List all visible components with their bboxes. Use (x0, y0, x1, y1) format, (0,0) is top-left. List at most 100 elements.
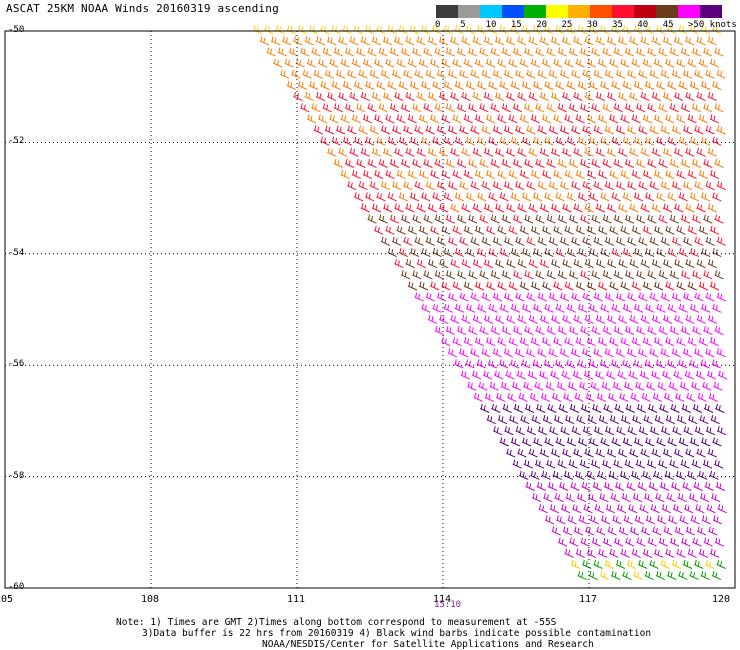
wind-barb (414, 69, 424, 79)
wind-barb (553, 281, 563, 291)
wind-barb (425, 236, 435, 246)
wind-barb (427, 36, 438, 46)
wind-barb (470, 292, 480, 302)
wind-barb (342, 136, 353, 146)
wind-barb (607, 392, 618, 402)
wind-barb (635, 158, 646, 168)
wind-barb (528, 147, 538, 157)
wind-barb (688, 493, 699, 503)
wind-barb (429, 170, 440, 180)
wind-barb (561, 92, 572, 102)
wind-barb (385, 225, 395, 235)
wind-barb (560, 504, 571, 514)
wind-barb (275, 25, 285, 35)
wind-barb (447, 348, 458, 358)
wind-barb (550, 92, 561, 102)
wind-barb (581, 348, 592, 358)
wind-barb (436, 181, 447, 191)
wind-barb (488, 192, 498, 202)
wind-barb (557, 47, 567, 57)
wind-barb (382, 203, 393, 213)
wind-barb (425, 292, 436, 302)
wind-barb (599, 571, 610, 581)
wind-barb (423, 47, 433, 57)
wind-barb (689, 571, 699, 581)
wind-barb (706, 370, 717, 380)
wind-barb (331, 80, 341, 90)
wind-barb (537, 69, 547, 79)
wind-barb (606, 147, 617, 157)
wind-barb (631, 58, 641, 68)
wind-barb (389, 103, 400, 113)
wind-barb (678, 80, 688, 90)
wind-barb (703, 537, 713, 547)
wind-barb (505, 448, 516, 458)
wind-barb (508, 114, 518, 124)
wind-barb (362, 114, 373, 124)
wind-barb (633, 248, 644, 258)
wind-barb (610, 571, 621, 581)
wind-barb (683, 504, 694, 514)
wind-barb (570, 125, 581, 135)
wind-barb (429, 58, 440, 68)
wind-barb (681, 403, 691, 413)
wind-barb (293, 36, 303, 46)
wind-barb (600, 437, 610, 447)
wind-barb (631, 281, 641, 291)
wind-barb (677, 493, 687, 503)
wind-barb (313, 69, 323, 79)
wind-barb (468, 326, 478, 336)
wind-barb (443, 25, 453, 35)
wind-barb (712, 303, 722, 313)
wind-barb (596, 526, 606, 536)
wind-barb (346, 69, 357, 79)
wind-barb (682, 481, 692, 491)
wind-barb (653, 225, 664, 235)
wind-barb (644, 571, 654, 581)
wind-barb (640, 526, 651, 536)
wind-barb (577, 25, 588, 35)
wind-barb (631, 170, 641, 180)
wind-barb (568, 459, 578, 469)
wind-barb (668, 381, 678, 391)
wind-barb (631, 225, 641, 235)
wind-barb (687, 58, 697, 68)
wind-barb (427, 147, 438, 157)
wind-barb (712, 437, 722, 447)
wind-barb (559, 125, 570, 135)
wind-barb (445, 326, 456, 336)
wind-barb (324, 69, 335, 79)
wind-barb (669, 270, 680, 280)
wind-barb (528, 92, 538, 102)
wind-barb (566, 437, 577, 447)
wind-barb (360, 147, 370, 157)
wind-barb (603, 481, 614, 491)
wind-barb (497, 170, 507, 180)
wind-barb (689, 303, 700, 313)
wind-barb (454, 359, 464, 369)
wind-barb (521, 303, 532, 313)
wind-barb (329, 58, 339, 68)
wind-barb (664, 170, 675, 180)
wind-barb (633, 437, 644, 447)
wind-barb (580, 537, 590, 547)
wind-barb (609, 281, 619, 291)
wind-barb (649, 69, 659, 79)
wind-barb (671, 559, 682, 569)
wind-barb (548, 69, 558, 79)
wind-barb (373, 225, 384, 235)
wind-barb (522, 381, 533, 391)
wind-barb (577, 136, 588, 146)
wind-barb (541, 470, 551, 480)
wind-barb (651, 448, 661, 458)
wind-barb (436, 125, 447, 135)
wind-barb (573, 448, 583, 458)
wind-barb (635, 47, 646, 57)
wind-barb (423, 158, 433, 168)
wind-barb (687, 548, 697, 558)
wind-barb (494, 259, 505, 269)
wind-barb (503, 181, 514, 191)
wind-barb (539, 147, 550, 157)
wind-barb (482, 370, 493, 380)
wind-barb (655, 359, 666, 369)
